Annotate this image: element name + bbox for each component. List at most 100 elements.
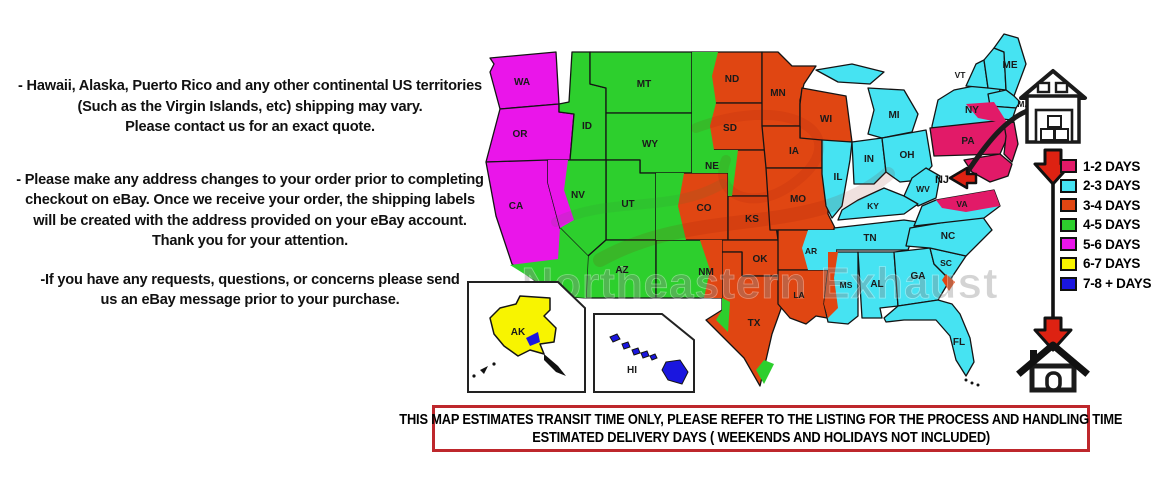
svg-text:NC: NC <box>941 231 955 242</box>
timeline-line <box>1051 184 1055 318</box>
svg-text:VT: VT <box>955 70 967 80</box>
state-NJ <box>1003 121 1019 163</box>
legend-item-7-8-plus-days: 7-8 + DAYS <box>1060 276 1152 292</box>
state-MI-upper <box>815 63 885 85</box>
legend-label: 3-4 DAYS <box>1083 197 1141 213</box>
legend-swatch-1-2-days <box>1060 159 1077 173</box>
legend-label: 1-2 DAYS <box>1083 158 1141 174</box>
svg-text:SD: SD <box>723 123 737 134</box>
hawaii-big-island <box>661 359 689 385</box>
note-territories: - Hawaii, Alaska, Puerto Rico and any ot… <box>18 78 482 135</box>
svg-text:CA: CA <box>509 201 523 212</box>
svg-text:IN: IN <box>864 154 874 165</box>
svg-text:GA: GA <box>911 271 926 282</box>
aleutian-island-dot <box>472 374 476 378</box>
state-IN <box>851 137 887 185</box>
svg-text:UT: UT <box>621 199 634 210</box>
legend-label: 2-3 DAYS <box>1083 178 1141 194</box>
svg-text:AZ: AZ <box>615 265 628 276</box>
nj-callout-label: NJ <box>935 174 949 186</box>
legend-swatch-2-3-days <box>1060 178 1077 193</box>
alaska-panhandle <box>544 354 566 376</box>
legend-item-5-6-days: 5-6 DAYS <box>1060 236 1151 252</box>
overlay-north-VA <box>936 190 1000 212</box>
svg-text:IA: IA <box>789 146 799 157</box>
overlay-west-TX <box>716 298 730 332</box>
svg-text:MI: MI <box>888 110 899 121</box>
legend-item-2-3-days: 2-3 DAYS <box>1060 178 1151 194</box>
overlay-3-4-days <box>700 240 955 318</box>
svg-text:TX: TX <box>748 318 761 329</box>
svg-text:NM: NM <box>698 267 714 278</box>
svg-text:ND: ND <box>725 74 739 85</box>
state-WV <box>903 167 941 207</box>
shipping-route-graphic: NJ <box>935 69 1090 393</box>
down-arrow-top-icon <box>1033 148 1073 186</box>
legend-label: 7-8 + DAYS <box>1083 276 1152 292</box>
svg-text:MO: MO <box>790 194 806 205</box>
svg-text:WA: WA <box>514 77 530 88</box>
legend-item-6-7-days: 6-7 DAYS <box>1060 256 1151 272</box>
watermark-swirl-2 <box>691 109 825 204</box>
overlay-west-SD <box>692 103 716 150</box>
aleutian-island-dot <box>492 362 496 366</box>
svg-text:WY: WY <box>642 139 658 150</box>
legend-item-1-2-days: 1-2 DAYS <box>1060 158 1151 174</box>
svg-text:MA: MA <box>1017 99 1030 109</box>
alaska-blue-patch <box>526 332 540 346</box>
overlay-east-AR <box>802 230 836 270</box>
overlay-5-6-days <box>548 160 574 228</box>
svg-text:AL: AL <box>870 279 883 290</box>
hawaii-label: HI <box>627 365 637 376</box>
overlay-4-5-days <box>510 52 774 384</box>
disclaimer-box: THIS MAP ESTIMATES TRANSIT TIME ONLY, PL… <box>400 405 1123 452</box>
svg-text:SC: SC <box>940 258 952 268</box>
overlay-south-CA <box>510 228 588 298</box>
svg-text:FL: FL <box>953 337 965 348</box>
svg-text:CO: CO <box>697 203 712 214</box>
overlay-1-2-days <box>936 102 1008 212</box>
hawaii-islands <box>609 333 689 385</box>
state-KY <box>837 187 919 221</box>
overlay-west-CO <box>656 173 686 240</box>
legend-label: 5-6 DAYS <box>1083 236 1141 252</box>
svg-text:WI: WI <box>820 114 832 125</box>
svg-text:AR: AR <box>805 246 817 256</box>
svg-text:OK: OK <box>753 254 769 265</box>
svg-text:NE: NE <box>705 161 719 172</box>
svg-text:IL: IL <box>834 172 843 183</box>
svg-text:MS: MS <box>840 280 853 290</box>
svg-text:VA: VA <box>956 199 967 209</box>
overlay-2-3-days <box>802 230 836 270</box>
svg-text:ID: ID <box>582 121 592 132</box>
nj-arrowhead-icon <box>948 166 978 190</box>
svg-text:KS: KS <box>745 214 759 225</box>
state-AZ <box>585 239 657 299</box>
shipping-notes: - Hawaii, Alaska, Puerto Rico and any ot… <box>0 76 500 311</box>
alaska-label: AK <box>511 327 526 338</box>
legend-swatch-5-6-days <box>1060 237 1077 252</box>
legend-swatch-4-5-days <box>1060 217 1077 232</box>
watermark-swirl-3 <box>551 179 727 227</box>
svg-text:WV: WV <box>916 184 930 194</box>
svg-text:PA: PA <box>961 136 974 147</box>
state-PA <box>929 119 1009 157</box>
state-NC <box>905 215 993 257</box>
legend-swatch-7-8-plus-days <box>1060 276 1077 291</box>
down-arrow-bottom-icon <box>1033 316 1073 352</box>
overlay-west-ND <box>692 52 718 103</box>
warehouse-icon <box>1019 69 1087 144</box>
svg-text:NV: NV <box>571 190 585 201</box>
svg-text:OH: OH <box>900 150 915 161</box>
overlay-GA-coast-patch <box>942 274 955 291</box>
svg-text:MN: MN <box>770 88 786 99</box>
legend-swatch-6-7-days <box>1060 256 1077 271</box>
note-address-changes: - Please make any address changes to you… <box>16 171 484 250</box>
legend-label: 6-7 DAYS <box>1083 256 1141 272</box>
svg-text:NY: NY <box>965 105 979 116</box>
aleutian-islands <box>480 366 488 374</box>
legend-item-4-5-days: 4-5 DAYS <box>1060 217 1151 232</box>
svg-text:LA: LA <box>793 290 804 300</box>
svg-text:MT: MT <box>637 79 651 90</box>
